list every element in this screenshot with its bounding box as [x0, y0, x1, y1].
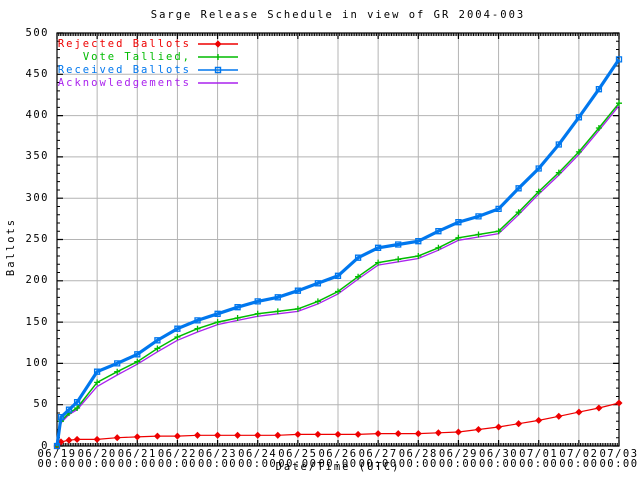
x-tick-label: 06/24 00:00 — [238, 448, 278, 470]
x-tick-label: 06/19 00:00 — [37, 448, 77, 470]
y-tick-label: 0 — [41, 439, 49, 452]
x-tick-label: 06/28 00:00 — [398, 448, 438, 470]
legend-sample-diamond-icon — [198, 39, 238, 48]
gridlines — [57, 33, 619, 446]
x-tick-label: 06/27 00:00 — [358, 448, 398, 470]
x-tick-label: 06/25 00:00 — [278, 448, 318, 470]
y-tick-label: 150 — [25, 315, 49, 328]
legend-sample-none-icon — [198, 81, 238, 84]
x-axis-label: Date/Time (UTC) — [275, 461, 401, 473]
y-tick-label: 100 — [25, 356, 49, 369]
y-tick-label: 300 — [25, 191, 49, 204]
series-markers-received-ballots — [53, 56, 623, 450]
x-tick-label: 07/01 00:00 — [519, 448, 559, 470]
x-tick-label: 07/03 00:00 — [599, 448, 639, 470]
x-tick-label: 06/29 00:00 — [438, 448, 478, 470]
x-tick-label: 06/21 00:00 — [117, 448, 157, 470]
x-tick-label: 06/23 00:00 — [198, 448, 238, 470]
series-line-received-ballots — [55, 58, 621, 447]
x-tick-label: 07/02 00:00 — [559, 448, 599, 470]
legend-label: Rejected Ballots — [57, 37, 191, 50]
y-tick-label: 400 — [25, 109, 49, 122]
legend: Rejected Ballots Vote Tallied, Received Ba… — [57, 37, 241, 89]
x-tick-label: 06/30 00:00 — [479, 448, 519, 470]
legend-item-acknowledgements: Acknowledgements — [57, 76, 241, 89]
legend-item-rejected-ballots: Rejected Ballots — [57, 37, 241, 50]
y-axis-label: Ballots — [5, 217, 17, 277]
legend-sample-square-icon — [198, 66, 238, 73]
chart-title: Sarge Release Schedule in view of GR 200… — [150, 9, 526, 21]
legend-label: Acknowledgements — [57, 76, 191, 89]
y-tick-label: 500 — [25, 26, 49, 39]
y-tick-label: 350 — [25, 150, 49, 163]
x-tick-label: 06/20 00:00 — [77, 448, 117, 470]
x-tick-label: 06/26 00:00 — [318, 448, 358, 470]
y-tick-label: 450 — [25, 67, 49, 80]
y-tick-label: 50 — [33, 398, 49, 411]
legend-item-vote-tallied: Vote Tallied, — [57, 50, 241, 63]
y-tick-label: 250 — [25, 233, 49, 245]
legend-label: Received Ballots — [57, 63, 191, 76]
x-tick-label: 06/22 00:00 — [157, 448, 197, 470]
legend-item-received-ballots: Received Ballots — [57, 63, 241, 76]
y-tick-label: 200 — [25, 274, 49, 287]
legend-label: Vote Tallied, — [82, 50, 191, 63]
legend-sample-plus-icon — [198, 53, 238, 60]
